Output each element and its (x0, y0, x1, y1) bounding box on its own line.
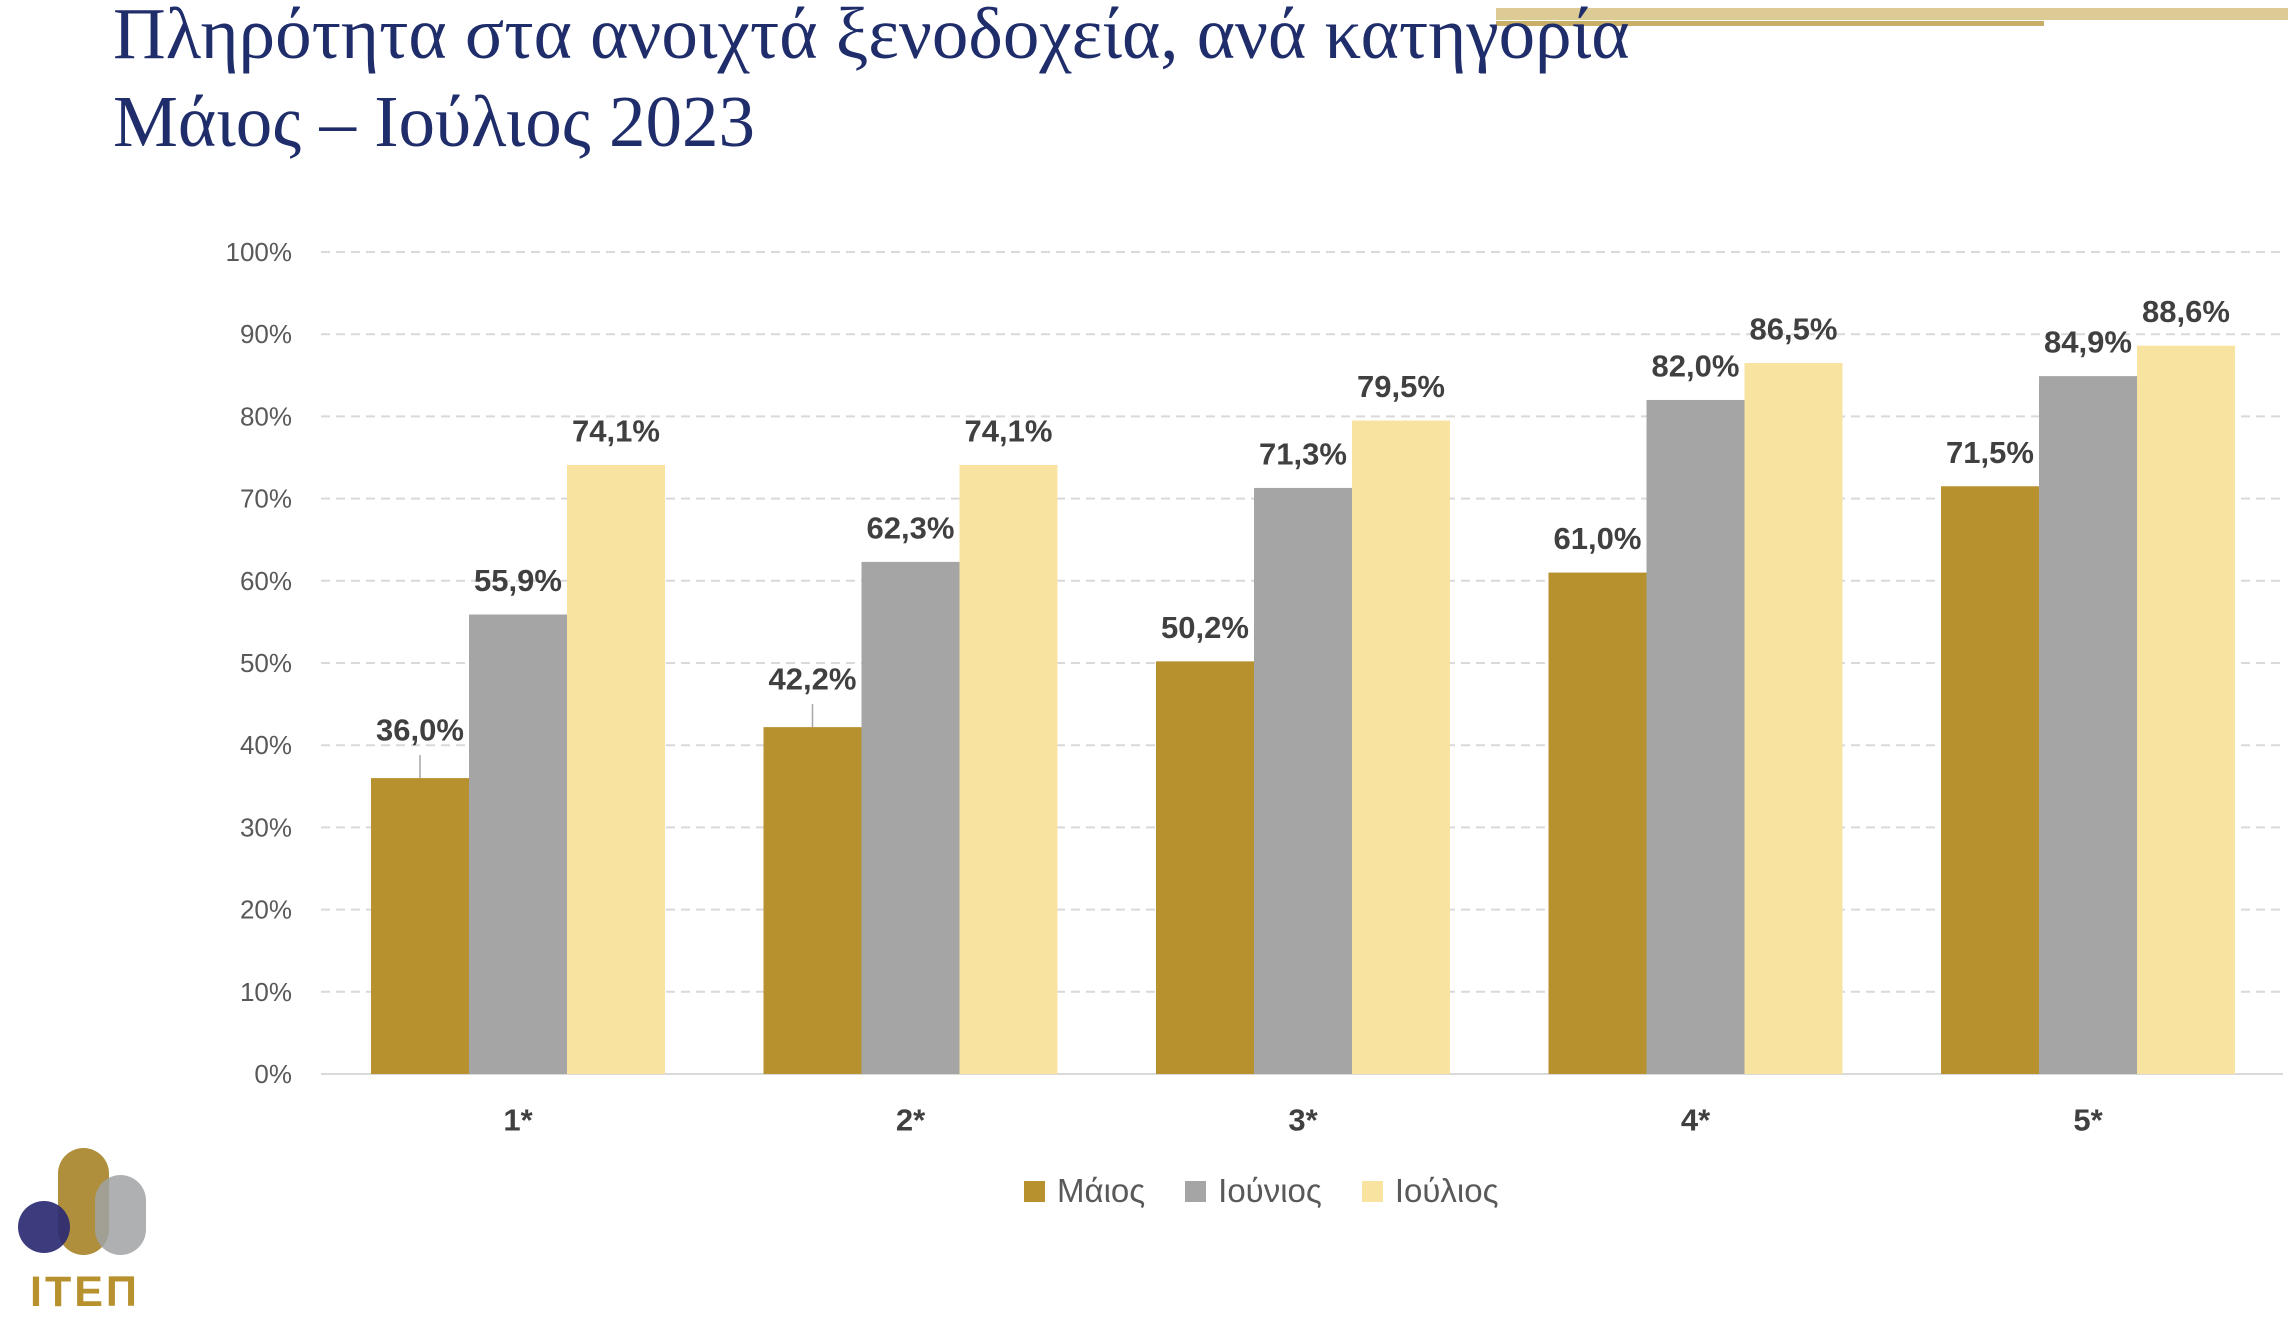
data-label: 74,1% (572, 413, 660, 448)
title-line-2: Μάιος – Ιούλιος 2023 (113, 81, 755, 162)
data-label: 42,2% (769, 662, 857, 697)
x-tick-label-1: 1* (503, 1103, 533, 1138)
data-label: 55,9% (474, 563, 562, 598)
itep-logo: ΙΤΕΠ (18, 1148, 146, 1316)
y-tick-label: 40% (240, 730, 292, 760)
header-strip (1496, 8, 2288, 20)
data-labels: 36,0% 55,9% 74,1% 42,2% 62,3% 74,1% 50,2% 71,3%… (376, 294, 2230, 779)
legend-item-1: Μάιος (1024, 1172, 1145, 1210)
x-axis: 1* 2* 3* 4* 5* (503, 1103, 2103, 1138)
data-label: 82,0% (1652, 348, 1740, 383)
bar-series-3-category-1 (567, 464, 665, 1074)
logo-navy-shape (18, 1201, 70, 1253)
y-tick-label: 100% (226, 237, 293, 267)
x-tick-label-2: 2* (896, 1103, 926, 1138)
header-line (1496, 21, 2044, 26)
y-tick-label: 70% (240, 484, 292, 514)
legend-item-3: Ιούλιος (1361, 1172, 1499, 1210)
legend-item-2: Ιούνιος (1185, 1172, 1322, 1210)
bar-series-2-category-4 (1646, 399, 1745, 1075)
bar-series-1-category-4 (1548, 572, 1647, 1074)
bar-series-3-category-5 (2137, 345, 2235, 1074)
legend-label: Ιούνιος (1218, 1172, 1322, 1209)
bar-series-2-category-5 (2039, 376, 2137, 1074)
legend-label: Ιούλιος (1394, 1172, 1499, 1209)
y-tick-label: 50% (240, 648, 292, 678)
data-label: 74,1% (965, 413, 1053, 448)
y-tick-label: 10% (240, 977, 292, 1007)
bar-series-2-category-1 (469, 614, 567, 1074)
bar-series-2-category-3 (1254, 487, 1352, 1074)
y-tick-label: 30% (240, 812, 292, 842)
y-axis: 0% 10% 20% 30% 40% 50% 60% 70% 80% 90% 100% (226, 237, 293, 1089)
data-label: 84,9% (2044, 325, 2132, 360)
y-tick-label: 90% (240, 319, 292, 349)
bars (371, 345, 2235, 1075)
data-label: 71,3% (1259, 436, 1347, 471)
y-tick-label: 80% (240, 401, 292, 431)
legend-label: Μάιος (1057, 1172, 1146, 1209)
data-label: 36,0% (376, 713, 464, 748)
bar-series-1-category-3 (1156, 661, 1254, 1074)
legend-swatch (1024, 1180, 1045, 1202)
data-label: 86,5% (1750, 311, 1838, 346)
bar-series-3-category-3 (1352, 420, 1450, 1074)
data-label: 61,0% (1554, 521, 1642, 556)
legend: Μάιος Ιούνιος Ιούλιος (1024, 1172, 1499, 1210)
bar-series-2-category-2 (861, 561, 960, 1074)
y-tick-label: 20% (240, 895, 292, 925)
x-tick-label-5: 5* (2073, 1103, 2103, 1138)
logo-gray-shape (95, 1175, 146, 1255)
data-label: 79,5% (1357, 369, 1445, 404)
title-line-1: Πληρότητα στα ανοιχτά ξενοδοχεία, ανά κα… (113, 0, 1630, 74)
x-tick-label-3: 3* (1288, 1103, 1318, 1138)
bar-series-1-category-5 (1941, 486, 2039, 1074)
bar-series-3-category-4 (1744, 362, 1843, 1075)
legend-swatch (1185, 1180, 1207, 1202)
legend-swatch (1361, 1180, 1383, 1202)
data-label: 71,5% (1946, 435, 2034, 470)
data-label: 88,6% (2142, 294, 2230, 329)
y-tick-label: 60% (240, 566, 292, 596)
x-tick-label-4: 4* (1681, 1103, 1711, 1138)
bar-series-1-category-1 (371, 778, 469, 1074)
y-tick-label: 0% (254, 1059, 292, 1089)
bar-series-3-category-2 (959, 464, 1058, 1074)
data-label: 50,2% (1161, 610, 1249, 645)
bar-series-1-category-2 (763, 727, 862, 1074)
data-label: 62,3% (867, 510, 955, 545)
logo-text: ΙΤΕΠ (30, 1268, 140, 1316)
